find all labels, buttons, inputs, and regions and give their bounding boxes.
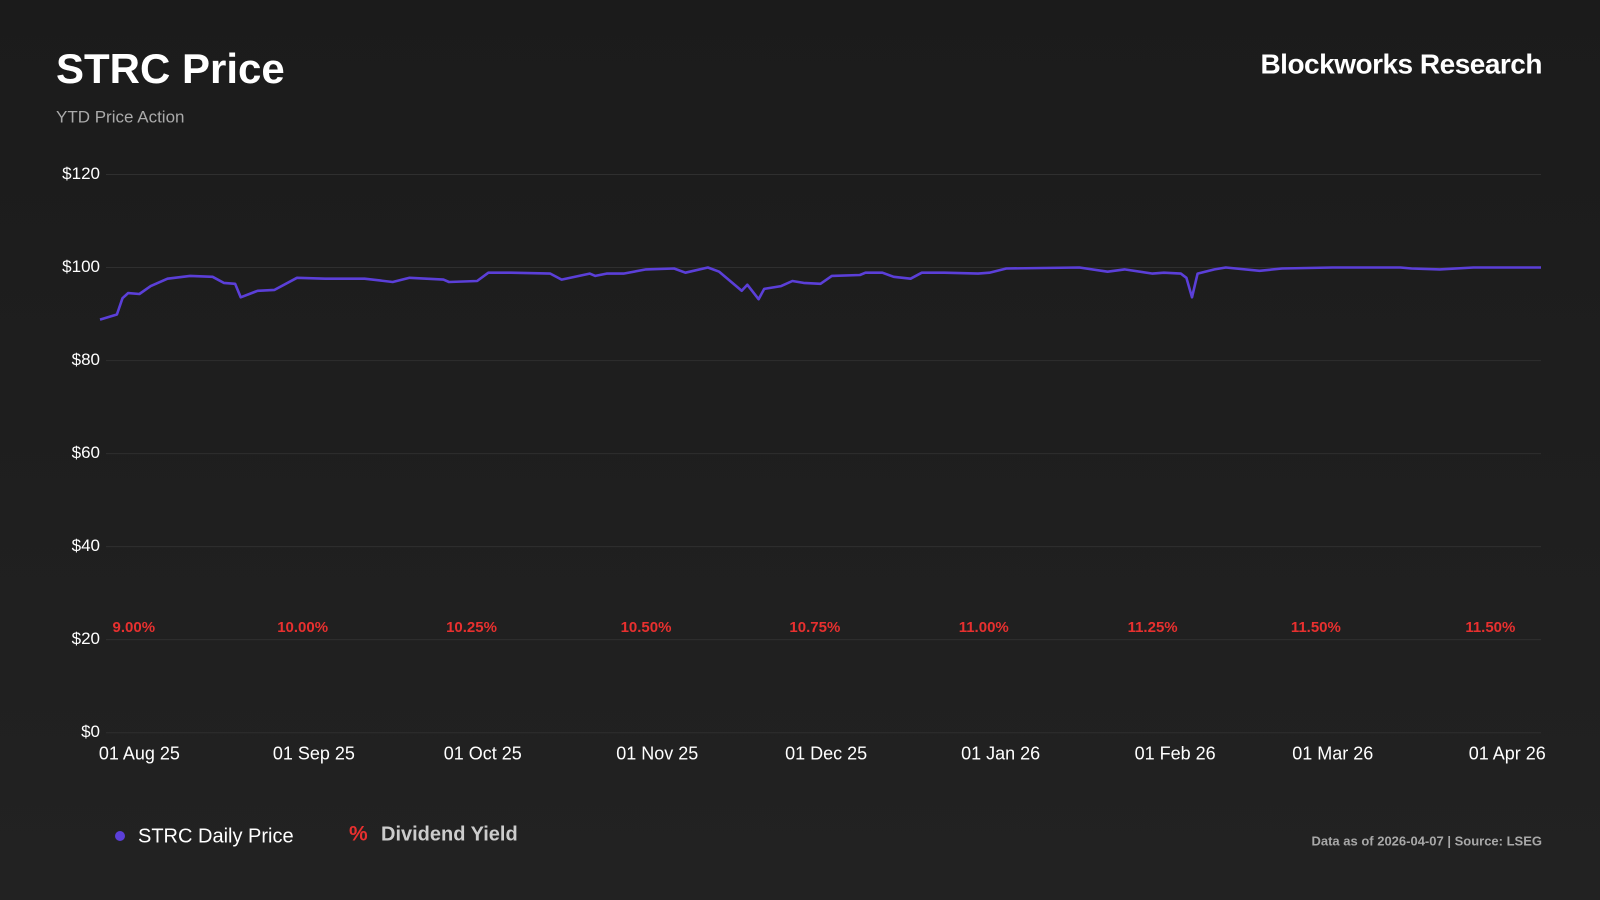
legend-marker xyxy=(115,831,125,841)
yield-annotation: 11.00% xyxy=(959,619,1009,636)
yield-annotation: 10.50% xyxy=(621,619,672,636)
yield-annotation: 11.50% xyxy=(1465,619,1515,636)
x-tick-label: 01 Feb 26 xyxy=(1135,743,1216,763)
yield-annotation: 11.50% xyxy=(1291,619,1341,636)
yield-annotation: 10.00% xyxy=(277,619,328,636)
price-line xyxy=(99,266,1541,321)
x-tick-label: 01 Dec 25 xyxy=(785,743,867,763)
y-tick-label: $40 xyxy=(72,536,100,555)
legend-label: STRC Daily Price xyxy=(138,825,294,847)
x-tick-label: 01 Oct 25 xyxy=(444,743,522,763)
yield-annotation: 10.75% xyxy=(789,619,840,636)
x-tick-label: 01 Jan 26 xyxy=(961,743,1040,763)
y-tick-label: $100 xyxy=(62,257,100,276)
chart-subtitle: YTD Price Action xyxy=(56,107,185,126)
chart-title: STRC Price xyxy=(56,45,285,92)
x-tick-label: 01 Sep 25 xyxy=(273,743,355,763)
y-tick-label: $120 xyxy=(62,164,100,183)
legend-label: Dividend Yield xyxy=(381,823,518,845)
footnote: Data as of 2026-04-07 | Source: LSEG xyxy=(1311,833,1542,848)
y-tick-label: $80 xyxy=(72,350,100,369)
x-tick-label: 01 Mar 26 xyxy=(1292,743,1373,763)
yield-annotation: 10.25% xyxy=(446,619,497,636)
x-tick-label: 01 Aug 25 xyxy=(99,743,180,763)
brand: Blockworks Research xyxy=(1260,48,1542,79)
y-tick-label: $0 xyxy=(81,722,100,741)
x-tick-label: 01 Apr 26 xyxy=(1469,743,1546,763)
yield-annotation: 9.00% xyxy=(113,619,156,636)
y-tick-label: $60 xyxy=(72,443,100,462)
yield-annotation: 11.25% xyxy=(1128,619,1178,636)
y-tick-label: $20 xyxy=(72,629,100,648)
x-tick-label: 01 Nov 25 xyxy=(616,743,698,763)
legend-symbol: % xyxy=(349,823,368,846)
